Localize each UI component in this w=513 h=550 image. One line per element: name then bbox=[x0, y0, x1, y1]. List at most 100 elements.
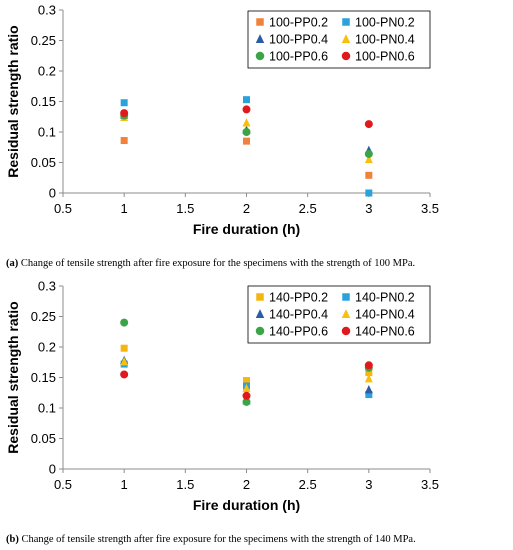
y-tick-label: 0.15 bbox=[31, 370, 56, 385]
legend-marker bbox=[255, 34, 265, 43]
data-point bbox=[242, 383, 251, 393]
data-point bbox=[364, 374, 373, 383]
data-point bbox=[120, 99, 128, 107]
x-axis-title: Fire duration (h) bbox=[193, 221, 300, 237]
series-100-PN0.2 bbox=[120, 96, 373, 197]
caption-b-text: Change of tensile strength after fire ex… bbox=[18, 534, 416, 545]
data-point bbox=[120, 344, 128, 352]
data-point bbox=[243, 96, 250, 104]
legend-marker bbox=[255, 51, 265, 61]
series-100-PP0.2 bbox=[120, 137, 373, 179]
y-tick-label: 0.25 bbox=[31, 33, 56, 48]
x-tick-label: 2.5 bbox=[299, 477, 317, 492]
x-tick-label: 2 bbox=[243, 477, 250, 492]
y-tick-label: 0.05 bbox=[31, 155, 56, 170]
data-point bbox=[120, 137, 128, 145]
y-tick-label: 0.1 bbox=[38, 401, 56, 416]
legend-label: 140-PP0.4 bbox=[269, 308, 328, 322]
legend-label: 140-PN0.6 bbox=[355, 325, 415, 339]
y-tick-label: 0.2 bbox=[38, 64, 56, 79]
data-point bbox=[365, 391, 373, 399]
legend-label: 100-PN0.2 bbox=[355, 16, 415, 30]
data-point bbox=[242, 397, 251, 406]
legend-marker bbox=[341, 51, 351, 61]
data-point bbox=[120, 109, 129, 118]
data-point bbox=[120, 370, 129, 379]
y-tick-label: 0.05 bbox=[31, 431, 56, 446]
x-tick-label: 1 bbox=[121, 477, 128, 492]
x-tick-label: 3 bbox=[365, 477, 372, 492]
y-tick-label: 0.1 bbox=[38, 125, 56, 140]
data-point bbox=[364, 149, 373, 158]
series-140-PN0.4 bbox=[120, 356, 373, 393]
caption-b: (b) Change of tensile strength after fir… bbox=[6, 534, 416, 545]
legend-box bbox=[247, 10, 431, 69]
x-tick-label: 2.5 bbox=[299, 201, 317, 216]
x-tick-label: 0.5 bbox=[54, 201, 72, 216]
data-point bbox=[242, 391, 251, 400]
x-tick-label: 1.5 bbox=[176, 201, 194, 216]
y-axis-title: Residual strength ratio bbox=[5, 25, 21, 177]
legend-label: 140-PN0.4 bbox=[355, 308, 415, 322]
scatter-chart-b: 0 0.05 0.1 0.15 0.2 0.25 0.3 0.5 1 1.5 2 2.5 3 3.5 Fir… bbox=[5, 279, 439, 514]
x-axis-title: Fire duration (h) bbox=[193, 497, 300, 513]
data-point bbox=[243, 377, 250, 385]
x-tick-label: 0.5 bbox=[54, 477, 72, 492]
legend-label: 140-PN0.2 bbox=[355, 291, 415, 305]
caption-a: (a) Change of tensile strength after fir… bbox=[6, 258, 415, 269]
y-tick-label: 0.3 bbox=[38, 279, 56, 294]
legend: 100-PP0.2 100-PN0.2 100-PP0.4 100-PN0.4 100-… bbox=[247, 10, 431, 69]
series-140-PN0.6 bbox=[120, 361, 373, 400]
legend-marker bbox=[341, 34, 351, 43]
legend: 140-PP0.2 140-PN0.2 140-PP0.4 140-PN0.4 140-… bbox=[247, 285, 431, 344]
data-point bbox=[364, 120, 373, 129]
y-tick-label: 0.3 bbox=[38, 3, 56, 18]
y-tick-label: 0.2 bbox=[38, 340, 56, 355]
data-point bbox=[364, 361, 373, 370]
data-point bbox=[364, 385, 373, 394]
data-point bbox=[242, 105, 251, 114]
legend-marker bbox=[341, 326, 351, 336]
legend-box bbox=[247, 285, 431, 344]
y-axis-title: Residual strength ratio bbox=[5, 301, 21, 453]
legend-marker bbox=[255, 309, 265, 318]
data-point bbox=[365, 189, 373, 197]
y-tick-label: 0 bbox=[49, 186, 56, 201]
data-point bbox=[120, 318, 129, 327]
data-point bbox=[242, 128, 251, 136]
caption-a-label: (a) bbox=[6, 258, 19, 269]
scatter-chart-a: 0 0.05 0.1 0.15 0.2 0.25 0.3 0.5 1 1.5 2 2.5 3 3.5 Fir… bbox=[5, 3, 439, 238]
legend-label: 100-PP0.4 bbox=[269, 33, 328, 47]
y-tick-label: 0 bbox=[49, 462, 56, 477]
legend-marker bbox=[341, 309, 351, 318]
x-tick-label: 3.5 bbox=[421, 477, 439, 492]
y-tick-label: 0.25 bbox=[31, 309, 56, 324]
data-point bbox=[364, 154, 373, 164]
legend-marker bbox=[342, 293, 350, 301]
x-tick-label: 2 bbox=[243, 201, 250, 216]
x-tick-label: 3 bbox=[365, 201, 372, 216]
legend-label: 100-PN0.4 bbox=[355, 33, 415, 47]
caption-b-label: (b) bbox=[6, 534, 19, 545]
series-140-PP0.2 bbox=[120, 344, 373, 385]
caption-a-text: Change of tensile strength after fire ex… bbox=[18, 258, 416, 269]
legend-marker bbox=[256, 18, 264, 26]
x-tick-label: 3.5 bbox=[421, 201, 439, 216]
legend-marker bbox=[342, 18, 350, 26]
x-tick-label: 1.5 bbox=[176, 477, 194, 492]
legend-label: 140-PP0.2 bbox=[269, 291, 328, 305]
legend-label: 100-PN0.6 bbox=[355, 50, 415, 64]
legend-label: 140-PP0.6 bbox=[269, 325, 328, 339]
data-point bbox=[242, 118, 251, 127]
chart-panel-b: 0 0.05 0.1 0.15 0.2 0.25 0.3 0.5 1 1.5 2 2.5 3 3.5 Fir… bbox=[0, 278, 513, 550]
data-point bbox=[365, 171, 373, 179]
data-point bbox=[243, 137, 250, 145]
data-point bbox=[365, 369, 373, 377]
data-point bbox=[120, 356, 129, 366]
legend-label: 100-PP0.6 bbox=[269, 50, 328, 64]
chart-panel-a: 0 0.05 0.1 0.15 0.2 0.25 0.3 0.5 1 1.5 2 2.5 3 3.5 Fir… bbox=[5, 3, 439, 270]
legend-marker bbox=[255, 326, 265, 336]
legend-marker bbox=[256, 293, 264, 301]
series-100-PN0.6 bbox=[120, 105, 373, 129]
legend-label: 100-PP0.2 bbox=[269, 16, 328, 30]
